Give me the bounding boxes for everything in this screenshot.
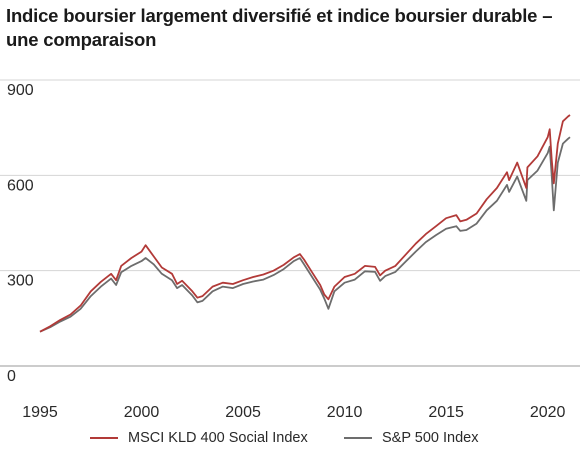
- legend-label-msci: MSCI KLD 400 Social Index: [128, 430, 308, 446]
- chart-title: Indice boursier largement diversifié et …: [6, 5, 553, 50]
- x-axis: 1995 2000 2005 2010 2015 2020: [0, 365, 580, 421]
- x-tick-label-2020: 2020: [530, 404, 566, 421]
- x-tick-label-2010: 2010: [327, 404, 363, 421]
- series-line-sp-500: [39, 136, 571, 333]
- x-tick-label-2005: 2005: [225, 404, 261, 421]
- legend: MSCI KLD 400 Social Index S&P 500 Index: [0, 430, 580, 454]
- legend-swatch-sp500: [344, 437, 372, 439]
- y-tick-label-600: 600: [7, 177, 34, 194]
- x-tick-label-1995: 1995: [22, 404, 58, 421]
- gridlines: [0, 79, 580, 272]
- y-axis: 0 300 600 900: [7, 82, 34, 385]
- legend-item-sp500: S&P 500 Index: [344, 430, 478, 446]
- legend-swatch-msci: [90, 437, 118, 439]
- y-tick-label-300: 300: [7, 273, 34, 290]
- series-line-msci-kld-400: [39, 114, 571, 333]
- series-lines: [39, 114, 571, 333]
- legend-label-sp500: S&P 500 Index: [382, 430, 479, 446]
- x-tick-label-2000: 2000: [124, 404, 160, 421]
- x-tick-label-2015: 2015: [428, 404, 464, 421]
- y-tick-label-0: 0: [7, 368, 16, 385]
- line-chart: 0 300 600 900 1995 2000 2005 2010 2015 2020: [0, 79, 580, 421]
- y-tick-label-900: 900: [7, 82, 34, 99]
- legend-item-msci: MSCI KLD 400 Social Index: [90, 430, 308, 446]
